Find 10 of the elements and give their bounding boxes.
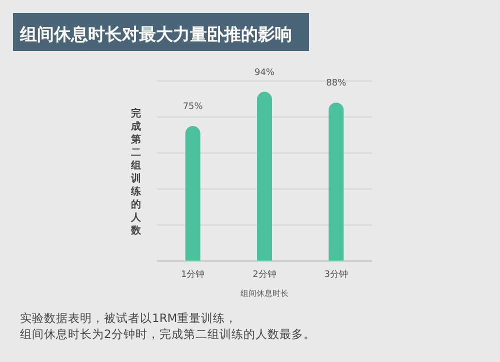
x-tick-label: 2分钟 (252, 269, 276, 280)
chart-title: 组间休息时长对最大力量卧推的影响 (19, 25, 292, 45)
data-label: 88% (326, 78, 347, 89)
x-axis-title: 组间休息时长 (240, 289, 288, 298)
text: 实验数据表明，被试者以1RM重量训练，组间休息时长为2分钟时，完成第二组训练的人数最多。 (20, 311, 316, 341)
x-tick-label: 3分钟 (324, 269, 348, 280)
data-label: 75% (182, 102, 204, 112)
x-tick-label: 1分钟 (180, 269, 205, 280)
data-label: 94% (254, 68, 275, 78)
text: 完成第二组训练的人数 (131, 108, 141, 236)
